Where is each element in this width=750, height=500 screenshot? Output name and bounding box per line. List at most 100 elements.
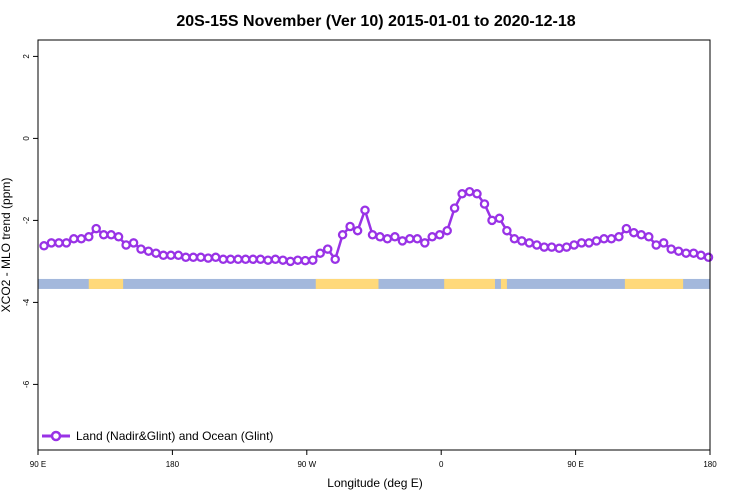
data-point (644, 232, 654, 242)
data-point (606, 234, 617, 244)
data-point (39, 241, 49, 251)
legend-marker (50, 430, 62, 442)
data-point (666, 244, 676, 254)
data-point (322, 244, 333, 254)
data-point (464, 186, 475, 197)
data-point (412, 234, 423, 244)
data-point (173, 250, 184, 261)
data-point (106, 230, 116, 240)
data-point (345, 221, 355, 232)
data-point (240, 254, 251, 265)
data-point (517, 236, 527, 246)
y-tick-label: 2 (22, 54, 31, 59)
data-point (502, 225, 512, 236)
data-point (330, 254, 340, 265)
data-point (681, 248, 691, 258)
data-point (599, 234, 609, 244)
x-axis: 90 E 180 90 W 0 90 E 180 (30, 450, 717, 469)
land-band-segment (500, 278, 507, 289)
x-axis-label: Longitude (deg E) (327, 476, 422, 490)
chart-title: 20S-15S November (Ver 10) 2015-01-01 to … (176, 13, 575, 30)
data-point (434, 230, 445, 240)
data-point (382, 234, 393, 244)
data-point (442, 225, 452, 236)
data-point (203, 253, 213, 263)
data-point (136, 244, 146, 254)
data-point (158, 250, 169, 261)
y-tick-label: 0 (22, 136, 31, 141)
data-point (457, 189, 467, 199)
y-axis-label: XCO2 - MLO trend (ppm) (0, 178, 13, 313)
y-axis: 2 0 -2 -4 -6 (22, 54, 38, 388)
data-point (390, 232, 400, 242)
data-point (696, 250, 706, 261)
data-point (196, 252, 206, 263)
data-point (509, 234, 520, 244)
data-point (263, 255, 273, 265)
data-point (658, 238, 669, 248)
data-series (39, 186, 714, 267)
data-point (561, 242, 572, 252)
data-point (472, 189, 482, 199)
data-point (54, 238, 64, 248)
data-point (210, 252, 221, 263)
legend-label: Land (Nadir&Glint) and Ocean (Glint) (76, 429, 273, 443)
data-point (539, 242, 549, 252)
plot-frame (37, 39, 711, 451)
data-point (248, 254, 258, 265)
data-point (233, 254, 243, 265)
data-point (367, 230, 378, 240)
data-point (166, 250, 176, 261)
land-band-segment (624, 278, 684, 289)
data-point (651, 240, 661, 250)
y-tick-label: -4 (22, 298, 31, 306)
data-point (98, 230, 109, 240)
data-point (76, 234, 87, 244)
data-point (121, 240, 131, 250)
land-band-segment (88, 278, 124, 289)
data-point (532, 240, 542, 250)
data-point (636, 230, 647, 240)
data-point (621, 223, 632, 234)
data-point (84, 232, 94, 242)
data-point (397, 236, 408, 246)
data-point (225, 254, 236, 265)
data-point (420, 238, 430, 248)
data-point (300, 255, 311, 266)
data-point (188, 252, 199, 263)
data-point (591, 236, 602, 246)
data-point (337, 230, 348, 240)
data-point (494, 213, 505, 224)
data-point (128, 238, 139, 248)
data-point (278, 255, 288, 265)
data-point (576, 238, 587, 248)
data-point (405, 234, 415, 244)
data-point (46, 238, 57, 248)
data-point (479, 199, 490, 209)
data-point (315, 248, 325, 258)
data-point (61, 238, 72, 248)
data-point (584, 238, 594, 248)
x-tick-label: 90 W (297, 460, 316, 469)
data-point (546, 242, 557, 252)
data-point (151, 248, 161, 258)
data-point (427, 232, 437, 242)
data-point (569, 240, 579, 250)
data-point (69, 234, 79, 244)
data-point (629, 227, 639, 238)
data-point (270, 254, 281, 265)
data-point (91, 223, 101, 234)
data-point (524, 238, 535, 248)
data-point (255, 254, 266, 265)
y-tick-label: -6 (22, 380, 31, 388)
land-band-segment (444, 278, 495, 289)
data-point (703, 252, 714, 263)
data-point (308, 255, 318, 265)
data-point (554, 243, 564, 254)
data-point (143, 246, 154, 256)
x-tick-label: 0 (439, 460, 444, 469)
y-tick-label: -2 (22, 216, 31, 224)
data-point (375, 232, 385, 242)
data-point (360, 205, 370, 215)
surface-band (38, 278, 710, 289)
